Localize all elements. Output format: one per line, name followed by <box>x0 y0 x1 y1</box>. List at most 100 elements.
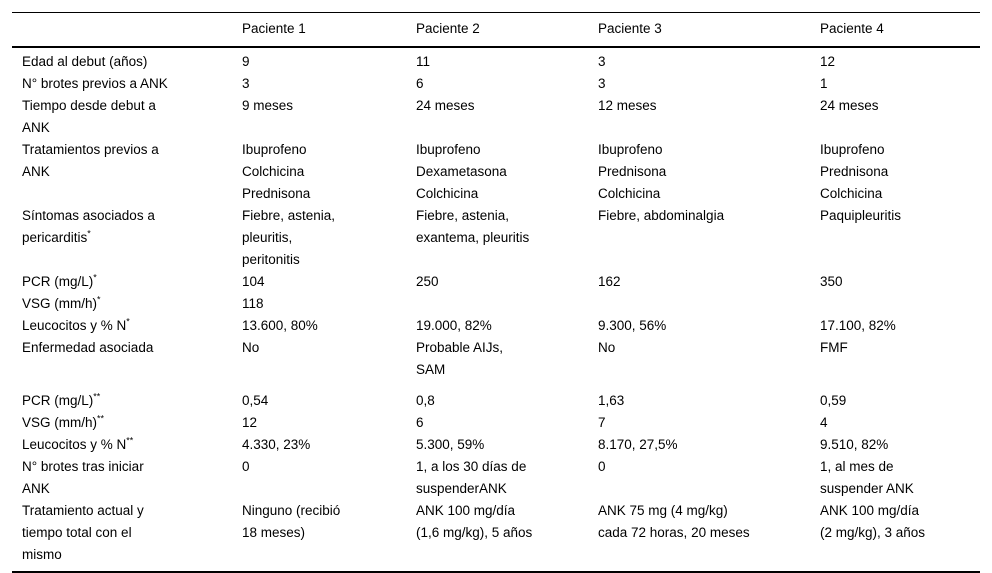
row-label-text: Síntomas asociados a pericarditis <box>22 208 155 245</box>
cell-paciente-4: 350 <box>820 274 843 289</box>
cell-paciente-1: 13.600, 80% <box>242 318 318 333</box>
cell-paciente-1: 4.330, 23% <box>242 437 311 452</box>
cell-paciente-4: 24 meses <box>820 98 879 113</box>
corner-cell <box>12 12 242 48</box>
row-label-text: N° brotes tras iniciar ANK <box>22 459 144 496</box>
cell-paciente-1: Ninguno (recibió 18 meses) <box>242 503 341 540</box>
cell-paciente-2: 6 <box>416 76 424 91</box>
cell-paciente-3: 162 <box>598 274 621 289</box>
row-label-text: VSG (mm/h) <box>22 296 98 311</box>
row-label-text: Edad al debut (años) <box>22 54 148 69</box>
table-row: PCR (mg/L)** 0,54 0,8 1,63 0,59 <box>12 381 980 412</box>
cell-paciente-1: 0,54 <box>242 393 269 408</box>
cell-paciente-4: 1, al mes de suspender ANK <box>820 459 914 496</box>
cell-paciente-4 <box>820 293 980 315</box>
table-row: Enfermedad asociada No Probable AIJs, SA… <box>12 337 980 381</box>
cell-paciente-1: 104 <box>242 274 265 289</box>
footnote-marker: ** <box>126 435 134 446</box>
row-label-text: Leucocitos y % N <box>22 437 127 452</box>
cell-paciente-3: 3 <box>598 54 606 69</box>
cell-paciente-4: 12 <box>820 54 836 69</box>
cell-paciente-4: 1 <box>820 76 828 91</box>
row-label: N° brotes previos a ANK <box>12 73 242 95</box>
cell-paciente-2: 19.000, 82% <box>416 318 492 333</box>
patient-comparison-table: Paciente 1 Paciente 2 Paciente 3 Pacient… <box>12 12 980 573</box>
row-label: Edad al debut (años) <box>12 47 242 73</box>
cell-paciente-1: 118 <box>242 296 264 311</box>
table-row: Edad al debut (años) 9 11 3 12 <box>12 47 980 73</box>
cell-paciente-3: Ibuprofeno Prednisona Colchicina <box>598 142 667 201</box>
cell-paciente-2: 250 <box>416 274 439 289</box>
row-label: VSG (mm/h)* <box>12 293 242 315</box>
cell-paciente-3: 9.300, 56% <box>598 318 667 333</box>
cell-paciente-3: 12 meses <box>598 98 657 113</box>
row-label-text: Tratamientos previos a ANK <box>22 142 159 179</box>
column-header-paciente-1: Paciente 1 <box>242 12 416 48</box>
table-row: N° brotes previos a ANK 3 6 3 1 <box>12 73 980 95</box>
row-label: PCR (mg/L)** <box>12 381 242 412</box>
footnote-marker: * <box>126 316 130 327</box>
row-label-text: Leucocitos y % N <box>22 318 127 333</box>
cell-paciente-1: 0 <box>242 459 250 474</box>
cell-paciente-1: 9 <box>242 54 250 69</box>
row-label: Leucocitos y % N* <box>12 315 242 337</box>
table-row: Leucocitos y % N* 13.600, 80% 19.000, 82… <box>12 315 980 337</box>
row-label-text: VSG (mm/h) <box>22 415 98 430</box>
cell-paciente-2: 5.300, 59% <box>416 437 485 452</box>
cell-paciente-4: 9.510, 82% <box>820 437 889 452</box>
cell-paciente-4: 17.100, 82% <box>820 318 896 333</box>
cell-paciente-1: 12 <box>242 415 258 430</box>
row-label-text: PCR (mg/L) <box>22 274 94 289</box>
cell-paciente-3: 7 <box>598 415 606 430</box>
row-label-text: Enfermedad asociada <box>22 340 154 355</box>
table-row: VSG (mm/h)* 118 <box>12 293 980 315</box>
cell-paciente-1: No <box>242 340 260 355</box>
cell-paciente-2 <box>416 293 598 315</box>
row-label: VSG (mm/h)** <box>12 412 242 434</box>
cell-paciente-3: 0 <box>598 459 606 474</box>
table-row: VSG (mm/h)** 12 6 7 4 <box>12 412 980 434</box>
row-label-text: Tiempo desde debut a ANK <box>22 98 156 135</box>
cell-paciente-1: 9 meses <box>242 98 294 113</box>
row-label: Tratamiento actual y tiempo total con el… <box>12 500 242 572</box>
row-label: Enfermedad asociada <box>12 337 242 381</box>
footnote-marker: * <box>87 228 91 239</box>
row-label: Tratamientos previos a ANK <box>12 139 242 205</box>
column-header-paciente-2: Paciente 2 <box>416 12 598 48</box>
cell-paciente-3: 3 <box>598 76 606 91</box>
cell-paciente-2: 0,8 <box>416 393 435 408</box>
cell-paciente-2: Probable AIJs, SAM <box>416 340 504 377</box>
row-label-text: Tratamiento actual y tiempo total con el… <box>22 503 144 562</box>
table-row: Tratamiento actual y tiempo total con el… <box>12 500 980 572</box>
cell-paciente-4: Paquipleuritis <box>820 208 902 223</box>
cell-paciente-2: Ibuprofeno Dexametasona Colchicina <box>416 142 507 201</box>
row-label: PCR (mg/L)* <box>12 271 242 293</box>
header-row: Paciente 1 Paciente 2 Paciente 3 Pacient… <box>12 12 980 48</box>
footnote-marker: * <box>93 272 97 283</box>
column-header-paciente-3: Paciente 3 <box>598 12 820 48</box>
row-label: Tiempo desde debut a ANK <box>12 95 242 139</box>
cell-paciente-2: 6 <box>416 415 424 430</box>
cell-paciente-4: 0,59 <box>820 393 847 408</box>
footnote-marker: * <box>97 294 101 305</box>
cell-paciente-4: Ibuprofeno Prednisona Colchicina <box>820 142 889 201</box>
table-row: Tiempo desde debut a ANK 9 meses 24 mese… <box>12 95 980 139</box>
cell-paciente-1: Ibuprofeno Colchicina Prednisona <box>242 142 311 201</box>
footnote-marker: ** <box>97 413 105 424</box>
row-label-text: N° brotes previos a ANK <box>22 76 168 91</box>
cell-paciente-2: ANK 100 mg/día (1,6 mg/kg), 5 años <box>416 503 533 540</box>
cell-paciente-3: ANK 75 mg (4 mg/kg) cada 72 horas, 20 me… <box>598 503 750 540</box>
cell-paciente-2: 1, a los 30 días de suspenderANK <box>416 459 527 496</box>
row-label: N° brotes tras iniciar ANK <box>12 456 242 500</box>
cell-paciente-3: Fiebre, abdominalgia <box>598 208 725 223</box>
cell-paciente-2: 24 meses <box>416 98 475 113</box>
cell-paciente-1: Fiebre, astenia, pleuritis, peritonitis <box>242 208 336 267</box>
column-header-paciente-4: Paciente 4 <box>820 12 980 48</box>
cell-paciente-3: No <box>598 340 616 355</box>
cell-paciente-1: 3 <box>242 76 250 91</box>
cell-paciente-2: Fiebre, astenia, exantema, pleuritis <box>416 208 530 245</box>
cell-paciente-4: ANK 100 mg/día (2 mg/kg), 3 años <box>820 503 926 540</box>
cell-paciente-3: 8.170, 27,5% <box>598 437 678 452</box>
cell-paciente-4: 4 <box>820 415 828 430</box>
